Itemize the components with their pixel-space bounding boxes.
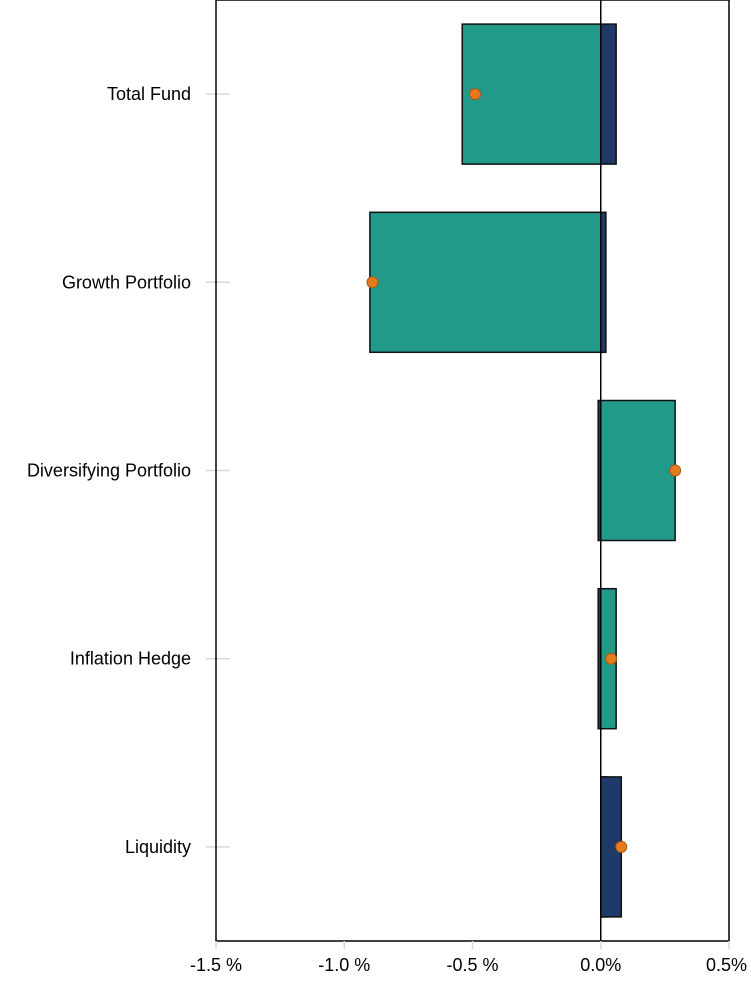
bar-secondary <box>600 211 607 354</box>
x-tick-label: 0.0% <box>580 955 621 975</box>
category-label: Diversifying Portfolio <box>27 461 191 481</box>
bar-primary <box>369 211 602 354</box>
x-tick-label: -1.0 % <box>318 955 370 975</box>
points-layer <box>366 88 682 853</box>
data-point <box>366 276 379 289</box>
data-point <box>615 840 628 853</box>
category-label: Liquidity <box>125 837 191 857</box>
bar-primary <box>461 23 602 165</box>
x-tick-label: 0.5% <box>706 955 747 975</box>
category-label: Total Fund <box>107 84 191 104</box>
data-point <box>605 652 618 665</box>
data-point <box>469 88 482 101</box>
plot-area <box>215 0 730 942</box>
category-ticks <box>206 93 230 848</box>
category-labels: Total Fund Growth Portfolio Diversifying P… <box>27 84 191 857</box>
x-axis: -1.5 % -1.0 % -0.5 % 0.0% 0.5% <box>190 941 747 975</box>
data-point <box>669 464 682 477</box>
x-tick-label: -1.5 % <box>190 955 242 975</box>
x-tick-label: -0.5 % <box>446 955 498 975</box>
bar-secondary <box>600 23 617 165</box>
bar-primary <box>600 399 676 542</box>
category-label: Inflation Hedge <box>70 649 191 669</box>
bars-layer <box>369 23 676 918</box>
category-label: Growth Portfolio <box>62 272 191 292</box>
